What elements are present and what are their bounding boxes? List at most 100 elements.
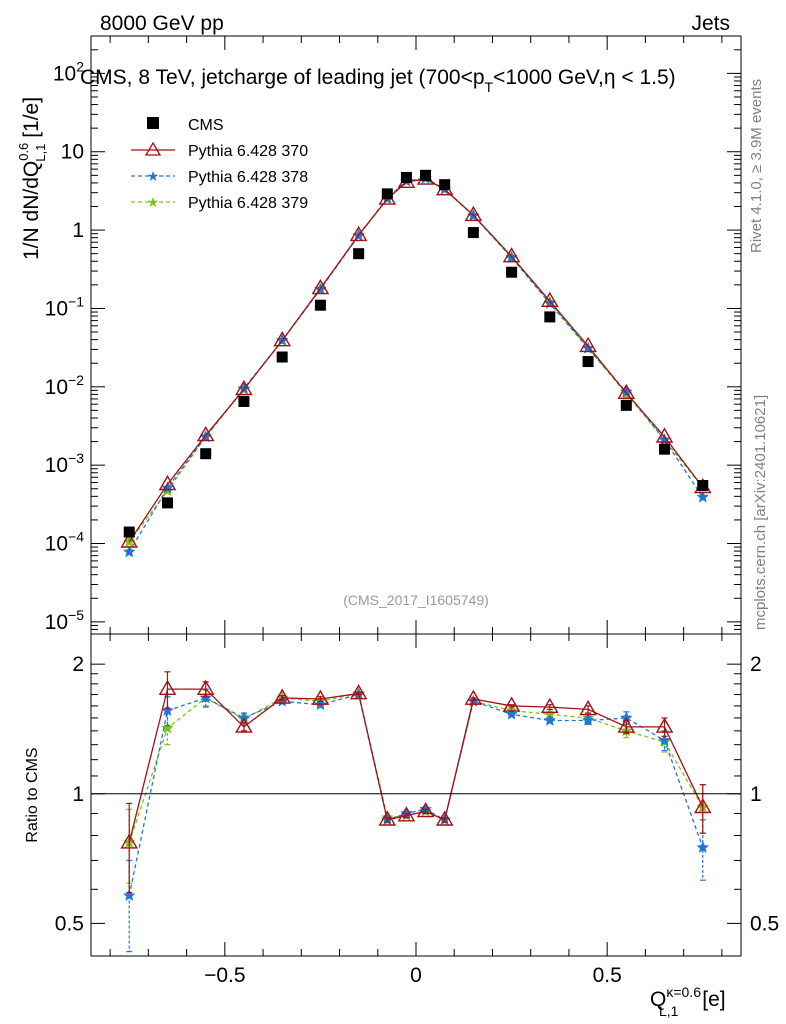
ratio-ticks: 0.5 0.5 1 1 2 2	[55, 653, 779, 935]
analysis-watermark: (CMS_2017_I1605749)	[343, 592, 489, 608]
chart-title: CMS, 8 TeV, jetcharge of leading jet (70…	[80, 66, 676, 95]
star-marker	[581, 713, 595, 726]
ratio-line-2	[128, 688, 704, 843]
cms-data-point	[381, 188, 393, 200]
star-marker	[122, 545, 136, 558]
triangle-marker	[617, 383, 636, 399]
triangle-marker	[158, 474, 177, 491]
ratio-y-tick-label: 2	[72, 653, 84, 676]
cms-data-point	[276, 351, 288, 363]
cms-data-point	[659, 443, 671, 455]
triangle-marker	[235, 717, 253, 733]
cms-data-point	[697, 479, 709, 491]
cms-data-point	[353, 248, 365, 260]
cms-data-point	[620, 399, 632, 411]
triangle-marker	[378, 810, 397, 826]
triangle-marker	[397, 806, 416, 822]
main-x-ticks: −0.5 0 0.5	[109, 36, 723, 987]
star-marker	[237, 711, 251, 724]
triangle-marker	[349, 225, 368, 242]
triangle-marker	[502, 247, 521, 263]
cms-data-point	[200, 448, 212, 460]
ratio-y-tick-label-right: 1	[750, 783, 762, 806]
cms-data-point	[582, 356, 594, 368]
y-tick-label: 10−2	[45, 372, 85, 399]
triangle-marker	[416, 801, 435, 818]
ratio-y-tick-label-right: 0.5	[750, 912, 779, 935]
series-line-2	[128, 178, 704, 543]
cms-data-point	[400, 171, 412, 183]
legend-marker-378: ★	[147, 169, 160, 185]
ratio-line-1	[128, 693, 704, 896]
triangle-marker	[655, 717, 674, 733]
legend-label-370: Pythia 6.428 370	[188, 143, 308, 160]
star-marker	[505, 707, 518, 720]
ratio-y-tick-label: 0.5	[55, 912, 84, 935]
y-tick-label: 10−1	[45, 293, 85, 320]
cms-data-point	[439, 179, 451, 191]
triangle-marker	[693, 797, 712, 814]
header-right: Jets	[691, 12, 730, 35]
ratio-y-tick-label-right: 2	[750, 653, 762, 676]
triangle-marker	[196, 425, 215, 442]
cms-data-point	[161, 497, 173, 509]
ratio-panel-frame	[90, 633, 742, 957]
legend-label-379: Pythia 6.428 379	[188, 195, 308, 212]
y-tick-label: 102	[53, 58, 84, 85]
triangle-marker	[464, 689, 483, 705]
cms-data-point	[314, 299, 326, 311]
main-y-ticks: 10−5 10−4 10−3 10−2 10−1 1 10 102	[45, 35, 741, 635]
y-tick-label: 10	[61, 141, 84, 164]
legend-marker-370	[144, 141, 162, 156]
triangle-marker	[120, 833, 139, 849]
triangle-marker	[273, 688, 292, 704]
y-tick-label: 10−4	[45, 529, 85, 556]
main-y-axis-label: 1/N dN/dQ0.6 L,1 [1/e]	[16, 97, 48, 260]
star-marker	[543, 713, 557, 726]
legend: CMS Pythia 6.428 370 ★ Pythia 6.428 378 …	[131, 117, 308, 212]
star-marker	[696, 490, 710, 503]
x-tick-label: 0.5	[593, 964, 622, 987]
cms-data-point	[467, 227, 479, 239]
cms-data-point	[238, 395, 250, 407]
y-tick-label: 10−5	[45, 607, 85, 634]
header-left: 8000 GeV pp	[100, 12, 224, 35]
triangle-marker	[120, 532, 139, 548]
triangle-marker	[235, 379, 253, 396]
cms-data-point	[506, 266, 518, 278]
triangle-marker	[311, 278, 330, 295]
x-axis-label: Qκ=0.6 L,1 [e]	[650, 984, 726, 1019]
legend-label-cms: CMS	[188, 117, 224, 134]
ratio-series-group	[120, 671, 712, 953]
x-tick-label: 0	[410, 964, 422, 987]
ratio-y-tick-label: 1	[72, 783, 84, 806]
triangle-marker	[540, 291, 559, 307]
legend-label-378: Pythia 6.428 378	[188, 169, 308, 186]
triangle-marker	[655, 427, 674, 443]
star-marker	[161, 721, 174, 734]
triangle-marker	[579, 336, 597, 353]
triangle-marker	[579, 699, 597, 716]
main-series-group	[120, 169, 712, 558]
ratio-line-0	[128, 692, 704, 843]
series-line-0	[128, 177, 704, 543]
y-tick-label: 1	[72, 219, 84, 242]
triangle-marker	[617, 717, 636, 733]
cms-data-point	[420, 169, 432, 181]
cms-data-point	[544, 311, 556, 323]
triangle-marker	[158, 679, 177, 695]
ratio-y-axis-label: Ratio to CMS	[24, 747, 41, 842]
star-marker	[237, 381, 251, 394]
legend-marker-cms	[147, 117, 159, 129]
y-tick-label: 10−3	[45, 450, 85, 477]
mcplots-label: mcplots.cern.ch [arXiv:2401.10621]	[752, 395, 769, 630]
series-line-1	[128, 177, 704, 553]
star-marker	[122, 888, 136, 902]
star-marker	[696, 840, 710, 853]
rivet-label: Rivet 4.1.0, ≥ 3.9M events	[748, 79, 765, 253]
cms-data-point	[123, 526, 135, 538]
triangle-marker	[540, 697, 559, 713]
triangle-marker	[311, 689, 330, 705]
triangle-marker	[349, 684, 368, 700]
